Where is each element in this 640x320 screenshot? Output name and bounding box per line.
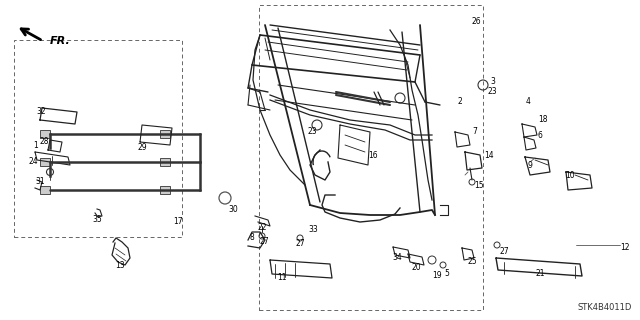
Text: 25: 25 (468, 258, 477, 267)
Text: 26: 26 (472, 18, 482, 27)
Text: 8: 8 (249, 234, 253, 243)
Text: 24: 24 (28, 157, 38, 166)
Text: 33: 33 (308, 226, 317, 235)
Text: 22: 22 (258, 223, 268, 233)
Text: 21: 21 (535, 268, 545, 277)
Text: 19: 19 (432, 271, 442, 281)
Text: 29: 29 (138, 143, 148, 153)
Text: 27: 27 (296, 239, 306, 249)
Text: 14: 14 (484, 150, 493, 159)
Text: 16: 16 (368, 150, 378, 159)
Bar (160, 186, 170, 194)
Text: 27: 27 (260, 237, 269, 246)
Text: 12: 12 (620, 244, 630, 252)
Text: 10: 10 (565, 171, 575, 180)
Text: 17: 17 (173, 218, 182, 227)
Text: 34: 34 (392, 253, 402, 262)
Text: 15: 15 (474, 180, 484, 189)
Text: 31: 31 (35, 178, 45, 187)
Text: 3: 3 (490, 77, 495, 86)
Text: 7: 7 (472, 127, 477, 137)
Text: 5: 5 (444, 269, 449, 278)
Text: 28: 28 (40, 138, 49, 147)
Text: 20: 20 (412, 263, 422, 273)
Bar (40, 186, 50, 194)
Bar (160, 130, 170, 138)
Text: 4: 4 (526, 98, 531, 107)
Text: 6: 6 (538, 131, 543, 140)
Text: 11: 11 (277, 274, 287, 283)
Text: 23: 23 (308, 127, 317, 137)
Text: 18: 18 (538, 116, 547, 124)
Text: FR.: FR. (50, 36, 71, 46)
Text: 23: 23 (488, 87, 498, 97)
Bar (14, 40, 182, 237)
Text: 1: 1 (33, 140, 38, 149)
Text: STK4B4011D: STK4B4011D (578, 303, 632, 312)
Text: 27: 27 (500, 247, 509, 257)
Bar (160, 158, 170, 166)
Text: 2: 2 (457, 98, 462, 107)
Text: 9: 9 (528, 161, 533, 170)
Bar (40, 158, 50, 166)
Text: 30: 30 (228, 205, 237, 214)
Bar (259, 5, 483, 310)
Bar (40, 130, 50, 138)
Text: 13: 13 (115, 261, 125, 270)
Text: 35: 35 (92, 215, 102, 225)
Text: 32: 32 (36, 108, 45, 116)
